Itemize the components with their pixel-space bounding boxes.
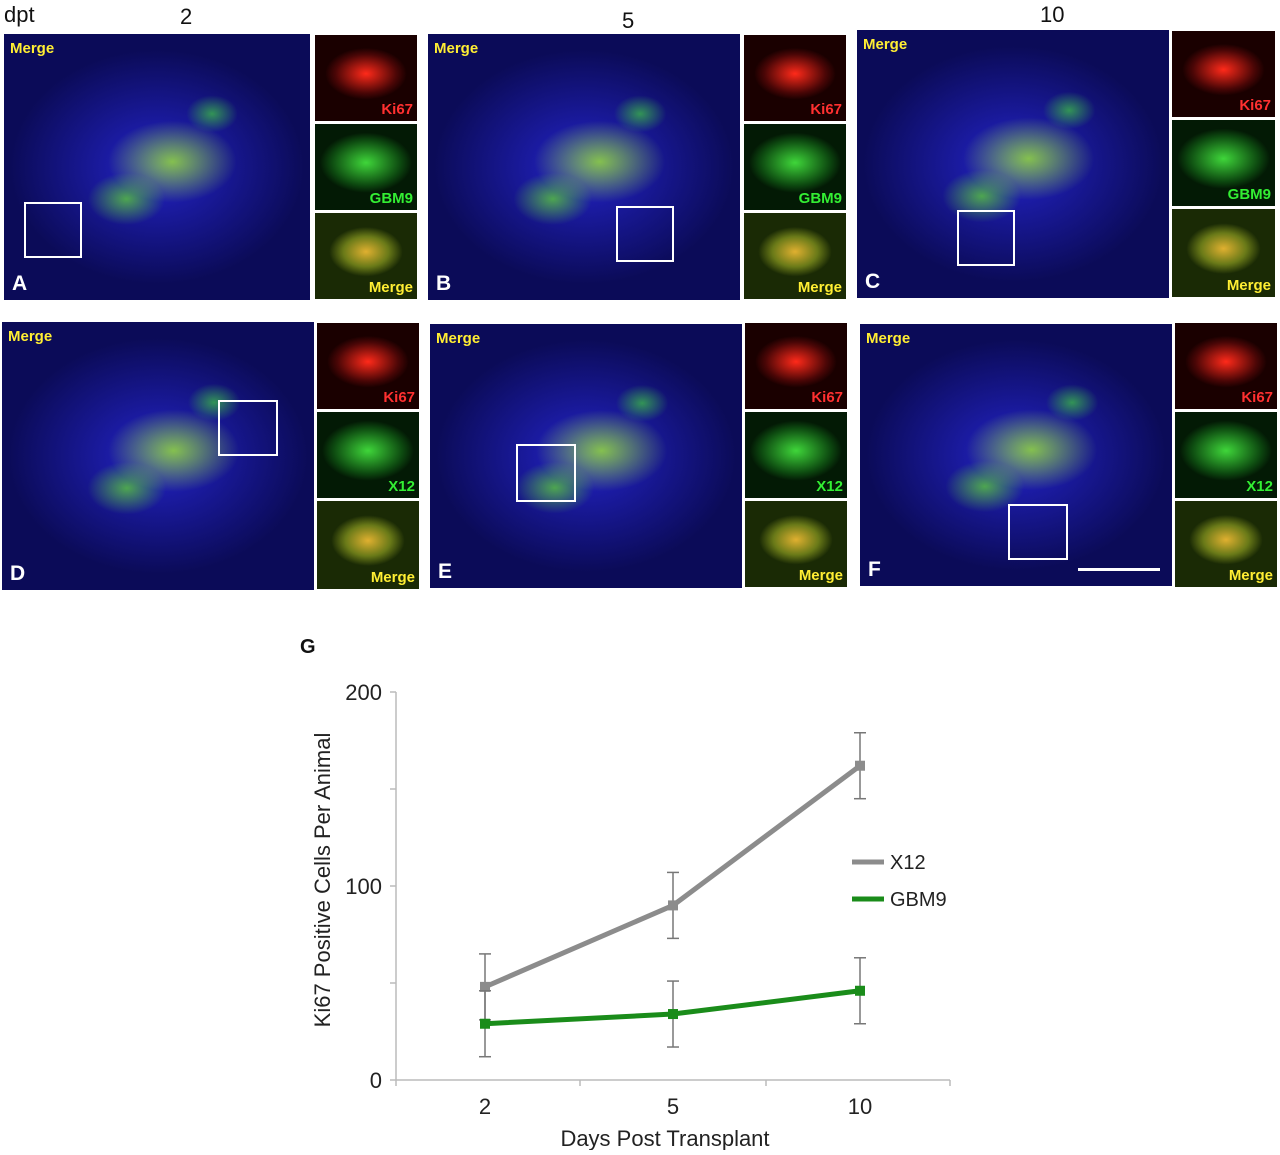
panel-f-x12-tile: X12	[1174, 411, 1278, 499]
panel-a-letter: A	[12, 272, 28, 295]
y-tick-label: 200	[345, 680, 382, 705]
panel-b-letter: B	[436, 272, 452, 295]
panel-c-gbm9-tile: GBM9	[1171, 119, 1276, 207]
panel-b-gbm9-tile: GBM9	[743, 123, 847, 211]
panel-f-letter: F	[868, 558, 881, 581]
data-point	[855, 985, 865, 996]
panel-a-gbm9-tile: GBM9	[314, 123, 418, 211]
ki67-line-chart: 0 100 200 2 5 10 X12 GBM9 Days Post Transplant…	[310, 680, 951, 1150]
x-tick-label: 2	[479, 1094, 491, 1119]
dpt-header: dpt	[4, 2, 35, 27]
chart-axes: 0 100 200 2 5 10	[345, 680, 951, 1119]
column-header-2: 2	[180, 4, 193, 29]
panel-b-gbm9-label: GBM9	[798, 190, 842, 207]
panel-b-merge-tile: Merge	[743, 212, 847, 300]
panel-e-x12-label: X12	[816, 478, 843, 495]
panel-a-merge-tile-label: Merge	[368, 279, 413, 296]
panel-d-merge-label: Merge	[8, 328, 53, 345]
x-tick-label: 10	[848, 1094, 872, 1119]
column-header-10: 10	[1040, 2, 1065, 27]
panel-f-inset-box	[1008, 504, 1068, 560]
panel-c-ki67-tile: Ki67	[1171, 30, 1276, 118]
panel-f-scale-bar	[1078, 568, 1160, 571]
x-axis-title: Days Post Transplant	[560, 1126, 769, 1150]
panel-c-ki67-label: Ki67	[1239, 97, 1271, 114]
legend-label-gbm9: GBM9	[890, 889, 947, 911]
panel-c-inset-box	[957, 210, 1015, 266]
panel-f-merge-label: Merge	[866, 330, 911, 347]
y-tick-label: 0	[370, 1068, 382, 1093]
panel-f-ki67-tile: Ki67	[1174, 322, 1278, 410]
panel-e-ki67-tile: Ki67	[744, 322, 848, 410]
column-header-5: 5	[622, 8, 635, 33]
panel-c-letter: C	[865, 270, 881, 293]
panel-c-merge-image: Merge C	[857, 30, 1169, 298]
data-point	[855, 760, 865, 771]
panel-c-gbm9-label: GBM9	[1227, 186, 1271, 203]
panel-e-letter: E	[438, 560, 453, 583]
chart-series-group	[479, 731, 866, 1058]
panel-d-inset-box	[218, 400, 278, 456]
data-point	[668, 900, 678, 911]
panel-f-merge-tile: Merge	[1174, 500, 1278, 588]
panel-b-merge-tile-label: Merge	[797, 279, 842, 296]
panel-g-letter: G	[300, 636, 316, 658]
panel-b-merge-image: Merge B	[428, 34, 740, 300]
panel-a-inset-box	[24, 202, 82, 258]
panel-d-x12-label: X12	[388, 478, 415, 495]
panel-b-inset-box	[616, 206, 674, 262]
panel-e-inset-box	[516, 444, 576, 502]
y-tick-label: 100	[345, 874, 382, 899]
chart-legend: X12 GBM9	[852, 852, 947, 911]
panel-d-merge-tile-label: Merge	[370, 569, 415, 586]
panel-c-merge-tile-label: Merge	[1226, 277, 1271, 294]
panel-d-letter: D	[10, 562, 26, 585]
panel-f-x12-label: X12	[1246, 478, 1273, 495]
panel-f-ki67-label: Ki67	[1241, 389, 1273, 406]
data-point	[480, 981, 490, 992]
panel-a-gbm9-label: GBM9	[369, 190, 413, 207]
legend-label-x12: X12	[890, 852, 926, 874]
panel-e-ki67-label: Ki67	[811, 389, 843, 406]
panel-d-ki67-label: Ki67	[383, 389, 415, 406]
y-axis-title: Ki67 Positive Cells Per Animal	[310, 733, 335, 1028]
panel-a-merge-tile: Merge	[314, 212, 418, 300]
data-point	[480, 1018, 490, 1029]
panel-f-merge-image: Merge F	[860, 324, 1172, 586]
data-point	[668, 1009, 678, 1020]
panel-a-ki67-tile: Ki67	[314, 34, 418, 122]
panel-d-merge-image: Merge D	[2, 322, 314, 590]
panel-e-merge-image: Merge E	[430, 324, 742, 588]
panel-b-ki67-label: Ki67	[810, 101, 842, 118]
panel-a-merge-label: Merge	[10, 40, 55, 57]
panel-e-x12-tile: X12	[744, 411, 848, 499]
panel-a-merge-image: Merge A	[4, 34, 310, 300]
panel-a-ki67-label: Ki67	[381, 101, 413, 118]
panel-b-ki67-tile: Ki67	[743, 34, 847, 122]
panel-c-merge-tile: Merge	[1171, 208, 1276, 298]
panel-e-merge-tile: Merge	[744, 500, 848, 588]
panel-e-merge-label: Merge	[436, 330, 481, 347]
panel-d-x12-tile: X12	[316, 411, 420, 499]
panel-f-merge-tile-label: Merge	[1228, 567, 1273, 584]
panel-c-merge-label: Merge	[863, 36, 908, 53]
panel-b-merge-label: Merge	[434, 40, 479, 57]
panel-e-merge-tile-label: Merge	[798, 567, 843, 584]
panel-d-ki67-tile: Ki67	[316, 322, 420, 410]
panel-d-merge-tile: Merge	[316, 500, 420, 590]
x-tick-label: 5	[667, 1094, 679, 1119]
